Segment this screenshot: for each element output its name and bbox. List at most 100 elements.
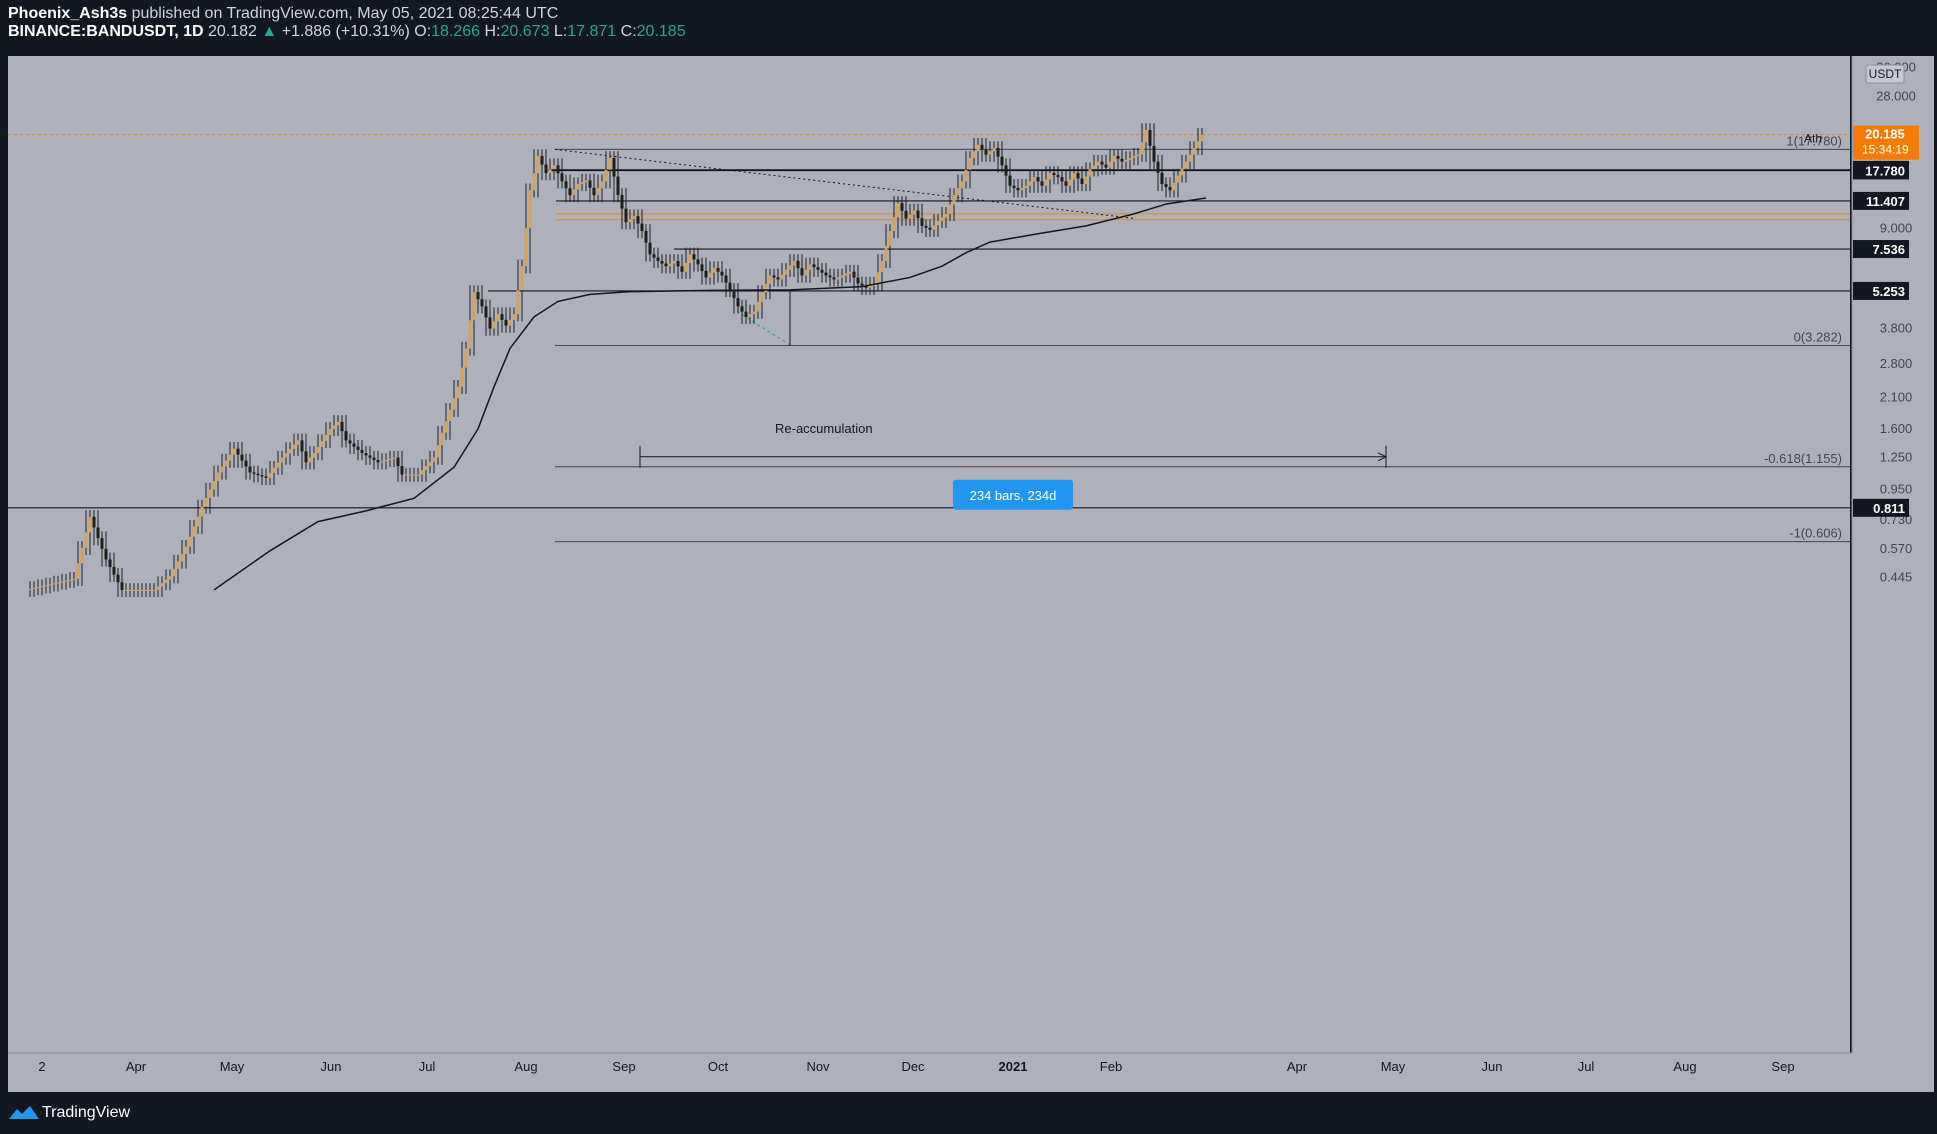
tradingview-logo-icon xyxy=(9,1106,39,1119)
candle-body xyxy=(180,554,184,562)
candle-body xyxy=(284,453,288,458)
candle-body xyxy=(184,546,188,555)
time-tick-label: Feb xyxy=(1100,1059,1122,1074)
candle-body xyxy=(276,462,280,468)
candle-body xyxy=(836,277,840,280)
candle-body xyxy=(696,259,700,265)
candle-body xyxy=(364,453,368,456)
candle-body xyxy=(1028,181,1032,186)
candle-body xyxy=(244,460,248,467)
candle-body xyxy=(776,277,780,280)
candle-body xyxy=(112,567,116,575)
candle-body xyxy=(68,579,72,581)
time-tick-label: Apr xyxy=(126,1059,147,1074)
author-name[interactable]: Phoenix_Ash3s xyxy=(8,5,128,22)
candle-body xyxy=(644,231,648,243)
candle-body xyxy=(800,268,804,276)
candle-body xyxy=(948,204,952,214)
candle-body xyxy=(880,260,884,273)
candle-body xyxy=(1004,165,1008,176)
candle-body xyxy=(372,457,376,461)
price-tick-label: 1.250 xyxy=(1880,450,1913,465)
candle-body xyxy=(252,472,256,474)
candle-body xyxy=(1052,173,1056,176)
bar-countdown-label: 15:34:19 xyxy=(1862,143,1909,157)
candle-body xyxy=(864,285,868,288)
candle-body xyxy=(924,225,928,228)
price-tick-label: 28.000 xyxy=(1876,89,1916,104)
price-change: +1.886 (+10.31%) xyxy=(281,23,410,40)
price-tick-label: 2.100 xyxy=(1880,389,1913,404)
candle-body xyxy=(724,275,728,283)
close-label: C: xyxy=(620,23,637,40)
candle-body xyxy=(1128,158,1132,160)
candle-body xyxy=(740,306,744,312)
candle-body xyxy=(1068,179,1072,186)
candle-body xyxy=(44,585,48,587)
candle-body xyxy=(704,270,708,278)
time-tick-label: Dec xyxy=(901,1059,925,1074)
candle-body xyxy=(116,574,120,583)
candle-body xyxy=(780,274,784,280)
candle-body xyxy=(520,266,524,291)
candle-body xyxy=(136,589,140,591)
candle-body xyxy=(388,458,392,460)
candle-body xyxy=(232,448,236,455)
candle-body xyxy=(612,158,616,177)
candle-body xyxy=(376,460,380,463)
time-axis xyxy=(8,1053,1934,1092)
candle-body xyxy=(1072,173,1076,180)
candle-body xyxy=(1152,145,1156,162)
candle-body xyxy=(360,449,364,454)
time-tick-label: Jul xyxy=(1578,1059,1595,1074)
candle-body xyxy=(756,301,760,312)
candle-body xyxy=(1008,175,1012,186)
trendline-teal xyxy=(736,311,791,346)
symbol-label[interactable]: BINANCE:BANDUSDT, 1D xyxy=(8,23,204,40)
level-price-label: 7.536 xyxy=(1872,242,1905,257)
candle-body xyxy=(1132,156,1136,159)
candle-body xyxy=(700,264,704,271)
trendline-dotted xyxy=(554,148,1136,220)
candle-body xyxy=(912,210,916,215)
price-tick-label: 3.800 xyxy=(1880,321,1913,336)
price-chart[interactable]: 36.00028.0009.0003.8002.8002.1001.6001.2… xyxy=(0,56,1937,1092)
candle-body xyxy=(488,317,492,329)
candle-body xyxy=(32,588,36,590)
candle-body xyxy=(176,561,180,569)
candle-body xyxy=(504,319,508,326)
candle-body xyxy=(472,292,476,321)
candle-body xyxy=(336,421,340,426)
candle-body xyxy=(320,440,324,448)
candle-body xyxy=(492,321,496,329)
candle-body xyxy=(868,285,872,288)
candle-body xyxy=(532,173,536,191)
candle-body xyxy=(476,292,480,300)
candle-body xyxy=(156,586,160,590)
candle-body xyxy=(832,277,836,280)
candle-body xyxy=(552,165,556,170)
candle-body xyxy=(1188,154,1192,162)
candle-body xyxy=(856,277,860,284)
candle-body xyxy=(668,263,672,267)
candle-body xyxy=(636,216,640,224)
candle-body xyxy=(416,474,420,476)
candle-body xyxy=(604,169,608,182)
candle-body xyxy=(768,275,772,284)
candle-body xyxy=(748,314,752,317)
candle-body xyxy=(892,217,896,232)
candle-body xyxy=(1180,168,1184,176)
candle-body xyxy=(412,474,416,476)
footer-bar: TradingView xyxy=(0,1092,1937,1134)
candle-body xyxy=(844,273,848,276)
candle-body xyxy=(260,475,264,477)
candle-body xyxy=(1024,185,1028,189)
brand-name[interactable]: TradingView xyxy=(42,1104,131,1121)
range-measure-label: 234 bars, 234d xyxy=(970,488,1057,503)
open-label: O: xyxy=(414,23,432,40)
time-tick-label: Sep xyxy=(1771,1059,1794,1074)
candle-body xyxy=(1084,176,1088,184)
candle-body xyxy=(920,218,924,226)
plot-area xyxy=(8,56,1850,1053)
candle-body xyxy=(272,467,276,473)
